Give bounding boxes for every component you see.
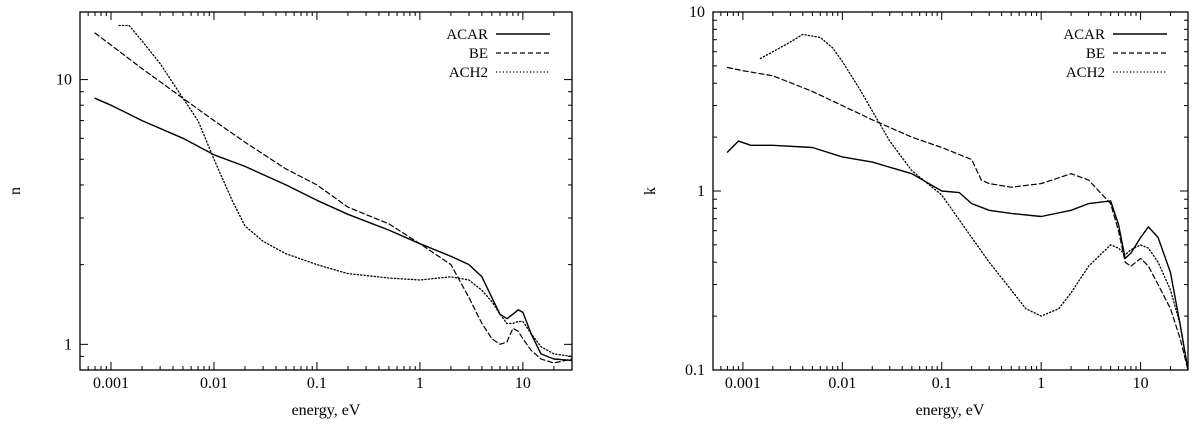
k-x-axis-label: energy, eV	[916, 402, 985, 419]
k-x-tick-label: 10	[1133, 375, 1149, 392]
k-y-tick-label: 1	[697, 183, 705, 200]
n-x-tick-label: 10	[515, 375, 531, 392]
k-axis-ticks: 0.001 0.01 0.1 1 10 0.1 1 10	[685, 4, 1188, 392]
k-series-be-line	[726, 66, 1188, 370]
k-y-tick-label: 10	[689, 4, 705, 21]
k-x-tick-label: 0.001	[725, 375, 761, 392]
n-y-tick-label: 1	[64, 336, 72, 353]
k-series-layer	[726, 33, 1188, 370]
k-x-tick-label: 0.1	[932, 375, 952, 392]
n-y-axis-label: n	[7, 187, 24, 195]
k-chart-panel: 0.001 0.01 0.1 1 10 0.1 1 10 energy, eV k ACAR B…	[642, 4, 1189, 419]
n-legend-label-be: BE	[469, 46, 488, 62]
k-y-tick-label: 0.1	[685, 362, 705, 379]
k-legend: ACAR BE ACH2	[1063, 27, 1167, 81]
n-legend-label-acar: ACAR	[446, 27, 488, 43]
n-legend: ACAR BE ACH2	[446, 27, 550, 81]
n-plot-frame	[79, 11, 573, 371]
n-x-tick-label: 0.01	[200, 375, 228, 392]
n-axis-ticks: 0.001 0.01 0.1 1 10 1 10	[56, 12, 572, 392]
n-series-layer	[94, 24, 572, 364]
n-series-be-line	[94, 32, 572, 364]
k-plot-frame	[712, 11, 1189, 371]
n-series-acar-line	[94, 97, 572, 362]
k-series-acar-line	[726, 140, 1188, 370]
k-legend-label-acar: ACAR	[1063, 27, 1105, 43]
k-x-tick-label: 1	[1037, 375, 1045, 392]
k-x-tick-label: 0.01	[828, 375, 856, 392]
n-y-tick-label: 10	[56, 72, 72, 89]
k-legend-label-be: BE	[1086, 46, 1105, 62]
n-x-tick-label: 0.001	[93, 375, 129, 392]
n-x-axis-label: energy, eV	[292, 402, 361, 419]
k-y-axis-label: k	[642, 187, 659, 195]
k-legend-label-ach2: ACH2	[1066, 65, 1105, 81]
n-x-tick-label: 0.1	[307, 375, 327, 392]
n-series-ach2-line	[118, 24, 572, 358]
n-x-tick-label: 1	[416, 375, 424, 392]
k-series-ach2-line	[759, 33, 1188, 370]
n-legend-label-ach2: ACH2	[449, 65, 488, 81]
